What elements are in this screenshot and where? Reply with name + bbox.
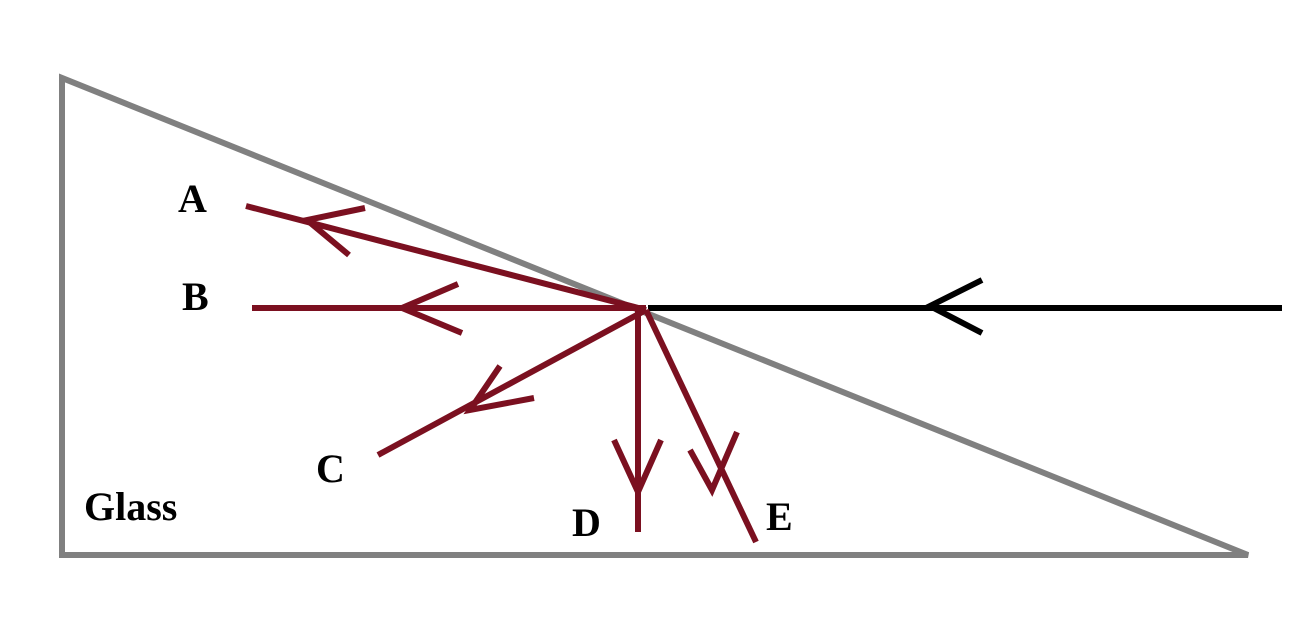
ray-b-arrowhead [394,281,464,336]
ray-e-line [643,308,759,544]
ray-label-a: A [178,176,207,221]
incident-ray [648,277,1282,336]
glass-prism-outline [59,73,1250,558]
material-label: Glass [84,484,177,529]
ray-c-line [376,307,648,458]
ray-label-e: E [766,494,793,539]
ray-label-c: C [316,446,345,491]
ray-a-arrowhead [300,205,366,258]
ray-e-arrowhead [687,430,740,497]
ray-d-arrowhead [611,438,664,500]
incident-ray-arrowhead [923,277,984,336]
ray-label-b: B [182,274,209,319]
ray-label-d: D [572,500,601,545]
ray-c-arrowhead [463,364,535,415]
